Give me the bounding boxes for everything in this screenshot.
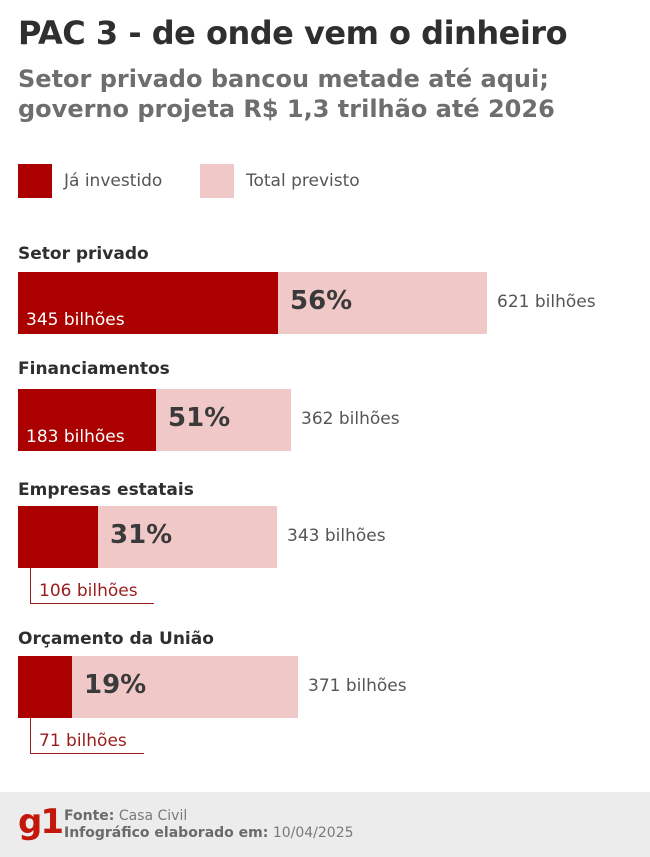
source-value: Casa Civil	[118, 808, 188, 824]
category-label-financiamentos: Financiamentos	[18, 359, 170, 379]
total-value-setor-privado: 621 bilhões	[497, 292, 596, 312]
bar-total-setor-privado: 345 bilhões 56%	[18, 272, 487, 334]
percent-label-orcamento-da-uniao: 19%	[84, 670, 147, 700]
bar-invested-orcamento-da-uniao	[18, 656, 72, 718]
total-value-financiamentos: 362 bilhões	[301, 409, 400, 429]
chart-title: PAC 3 - de onde vem o dinheiro	[18, 14, 568, 52]
date-label: Infográfico elaborado em:	[64, 825, 269, 841]
legend-label-total: Total previsto	[246, 171, 360, 191]
bar-invested-setor-privado: 345 bilhões	[18, 272, 278, 334]
bar-total-empresas-estatais: 31%	[18, 506, 277, 568]
invested-callout-empresas-estatais: 106 bilhões	[30, 568, 154, 604]
bar-total-financiamentos: 183 bilhões 51%	[18, 389, 291, 451]
total-value-empresas-estatais: 343 bilhões	[287, 526, 386, 546]
percent-label-setor-privado: 56%	[290, 286, 353, 316]
total-value-orcamento-da-uniao: 371 bilhões	[308, 676, 407, 696]
bar-invested-financiamentos: 183 bilhões	[18, 389, 156, 451]
percent-label-empresas-estatais: 31%	[110, 520, 173, 550]
invested-value-orcamento-da-uniao: 71 bilhões	[39, 731, 127, 751]
invested-callout-orcamento-da-uniao: 71 bilhões	[30, 718, 144, 754]
legend-swatch-invested	[18, 164, 52, 198]
date-value: 10/04/2025	[272, 825, 354, 841]
category-label-empresas-estatais: Empresas estatais	[18, 480, 194, 500]
percent-label-financiamentos: 51%	[168, 403, 231, 433]
category-label-setor-privado: Setor privado	[18, 244, 149, 264]
bar-total-orcamento-da-uniao: 19%	[18, 656, 298, 718]
category-label-orcamento-da-uniao: Orçamento da União	[18, 629, 214, 649]
bar-invested-empresas-estatais	[18, 506, 98, 568]
footer: g1 Fonte: Casa Civil Infográfico elabora…	[0, 792, 650, 857]
chart-subtitle: Setor privado bancou metade até aqui; go…	[18, 65, 555, 123]
legend-label-invested: Já investido	[64, 171, 163, 191]
invested-value-empresas-estatais: 106 bilhões	[39, 581, 138, 601]
g1-logo: g1	[18, 802, 64, 842]
invested-value-setor-privado: 345 bilhões	[26, 310, 125, 330]
legend-swatch-total	[200, 164, 234, 198]
source-line: Fonte: Casa Civil	[64, 808, 187, 824]
source-label: Fonte:	[64, 808, 115, 824]
date-line: Infográfico elaborado em: 10/04/2025	[64, 825, 354, 841]
invested-value-financiamentos: 183 bilhões	[26, 427, 125, 447]
